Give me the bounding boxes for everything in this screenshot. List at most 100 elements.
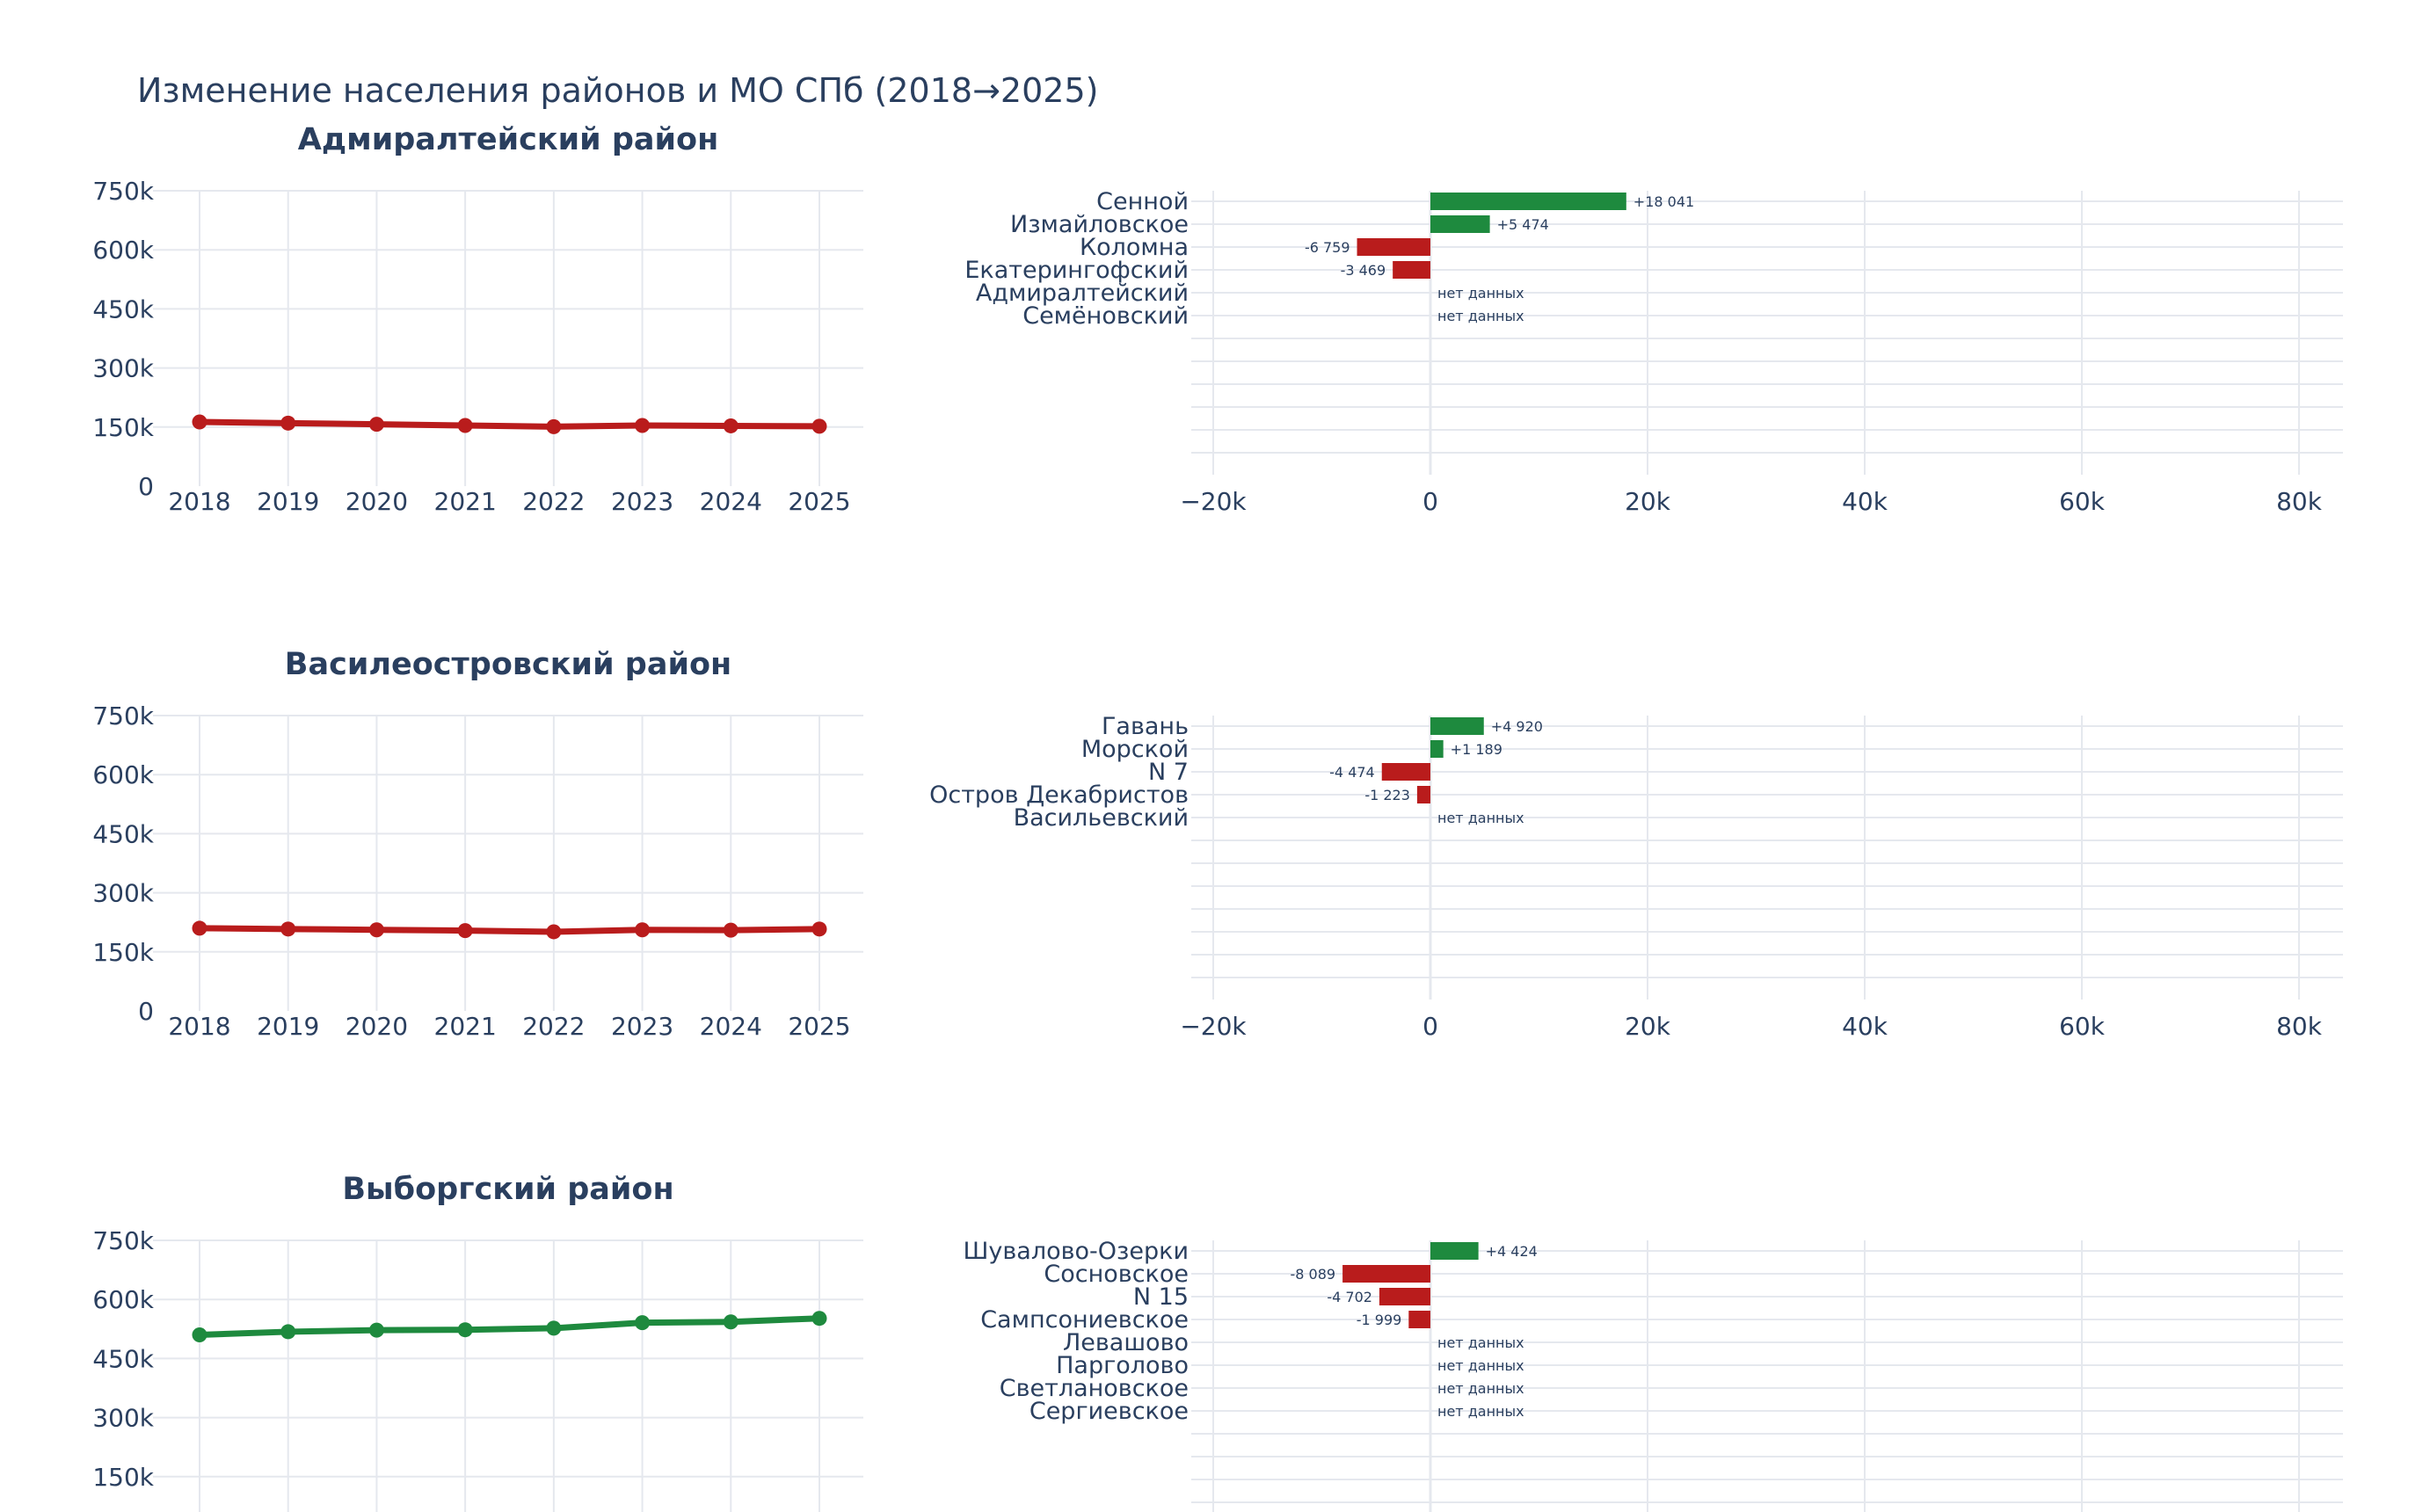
category-label: Сергиевское (1029, 1398, 1189, 1425)
category-label: Коломна (1080, 234, 1189, 261)
category-label: Сенной (1096, 188, 1189, 215)
y-tick-label: 0 (138, 472, 154, 501)
data-point (457, 923, 473, 939)
line-chart-panel: Василеостровский район 0 150k 300k 450k 600k 7… (92, 647, 863, 1041)
y-tick-label: 750k (92, 1226, 154, 1255)
y-tick-label: 150k (92, 938, 154, 967)
x-tick-label: 2020 (346, 487, 408, 516)
category-label: Екатерингофский (964, 257, 1189, 284)
bar (1342, 1265, 1430, 1283)
x-tick-label: 2024 (700, 487, 762, 516)
bar-value-label: -6 759 (1305, 239, 1350, 256)
bar-value-label: нет данных (1437, 810, 1524, 826)
bar-value-label: +5 474 (1497, 216, 1549, 233)
bar-chart-panel: −20k 0 20k 40k 60k 80k Гавань +4 920 Морской +1 1… (929, 713, 2343, 1041)
bar-value-label: +4 424 (1486, 1243, 1538, 1260)
x-tick-label: 2020 (346, 1012, 408, 1041)
panels: Адмиралтейский район 0 150k 300k 450k 600k 750… (92, 122, 2343, 1512)
x-tick-label: 80k (2276, 487, 2323, 516)
x-tick-label: 2023 (611, 487, 673, 516)
data-point (368, 417, 384, 433)
data-point (635, 922, 651, 938)
x-tick-label: 80k (2276, 1012, 2323, 1041)
x-tick-label: 2019 (257, 1012, 319, 1041)
bar-value-label: -3 469 (1341, 262, 1386, 279)
category-label: Левашово (1063, 1329, 1189, 1356)
x-tick-label: −20k (1180, 1012, 1247, 1041)
bar-value-label: нет данных (1437, 1334, 1524, 1351)
bar-value-label: нет данных (1437, 285, 1524, 302)
x-tick-label: 2023 (611, 1012, 673, 1041)
x-tick-label: 0 (1422, 1012, 1438, 1041)
category-label: Измайловское (1010, 211, 1189, 238)
x-tick-label: 20k (1625, 487, 1671, 516)
line-chart-title: Адмиралтейский район (298, 122, 719, 157)
bar-value-label: -1 999 (1357, 1312, 1402, 1328)
bar-value-label: нет данных (1437, 1380, 1524, 1397)
data-point (280, 415, 296, 431)
x-tick-label: 2021 (434, 1012, 497, 1041)
x-tick-label: 2018 (168, 487, 230, 516)
x-tick-label: 2021 (434, 487, 497, 516)
data-point (546, 418, 562, 434)
data-point (368, 1322, 384, 1338)
data-point (280, 1324, 296, 1340)
bar (1381, 763, 1430, 781)
line-chart-title: Василеостровский район (285, 647, 731, 682)
x-tick-label: 2024 (700, 1012, 762, 1041)
category-label: Сосновское (1044, 1261, 1189, 1288)
data-point (546, 1320, 562, 1336)
category-label: Гавань (1102, 713, 1189, 740)
data-point (811, 1311, 827, 1327)
bar-chart-panel: −20k 0 20k 40k 60k 80k Сенной +18 041 Измайловск… (964, 188, 2343, 516)
figure-title: Изменение населения районов и МО СПб (20… (137, 71, 1098, 110)
y-tick-label: 300k (92, 879, 154, 908)
category-label: Парголово (1056, 1352, 1189, 1379)
data-point (635, 418, 651, 433)
data-point (723, 1314, 738, 1330)
category-label: Семёновский (1022, 302, 1189, 330)
data-point (192, 920, 207, 936)
data-point (368, 922, 384, 938)
bar-value-label: +18 041 (1633, 193, 1694, 210)
y-tick-label: 600k (92, 236, 154, 265)
x-tick-label: 2022 (522, 487, 585, 516)
y-tick-label: 600k (92, 760, 154, 789)
bar-value-label: +1 189 (1451, 741, 1502, 758)
category-label: Васильевский (1014, 804, 1189, 832)
bar (1430, 1242, 1479, 1260)
line-chart-title: Выборгский район (342, 1172, 673, 1207)
x-tick-label: 60k (2059, 487, 2106, 516)
bar-value-label: -4 702 (1327, 1289, 1372, 1305)
data-point (723, 418, 738, 433)
bar (1430, 193, 1626, 210)
x-tick-label: 40k (1842, 487, 1888, 516)
category-label: Адмиралтейский (976, 280, 1189, 307)
y-tick-label: 150k (92, 1463, 154, 1492)
bar (1357, 238, 1430, 256)
x-tick-label: 2022 (522, 1012, 585, 1041)
x-tick-label: 20k (1625, 1012, 1671, 1041)
x-tick-label: 2025 (788, 487, 850, 516)
x-tick-label: 2018 (168, 1012, 230, 1041)
bar-value-label: +4 920 (1491, 718, 1543, 735)
category-label: Шувалово-Озерки (964, 1238, 1189, 1265)
y-tick-label: 750k (92, 701, 154, 731)
y-tick-label: 450k (92, 1344, 154, 1373)
bar-chart-panel: Шувалово-Озерки +4 424 Сосновское -8 089 N 1… (964, 1238, 2343, 1512)
category-label: Светлановское (1000, 1375, 1189, 1402)
category-label: Морской (1081, 736, 1189, 763)
bar (1379, 1288, 1430, 1305)
bar-value-label: -1 223 (1364, 787, 1410, 803)
y-tick-label: 450k (92, 294, 154, 323)
data-point (457, 418, 473, 433)
x-tick-label: 60k (2059, 1012, 2106, 1041)
bar-value-label: нет данных (1437, 1403, 1524, 1420)
series-line (196, 1315, 823, 1339)
x-tick-label: 40k (1842, 1012, 1888, 1041)
bar (1430, 740, 1444, 758)
category-label: N 7 (1148, 759, 1189, 786)
y-tick-label: 750k (92, 177, 154, 206)
y-tick-label: 150k (92, 413, 154, 442)
